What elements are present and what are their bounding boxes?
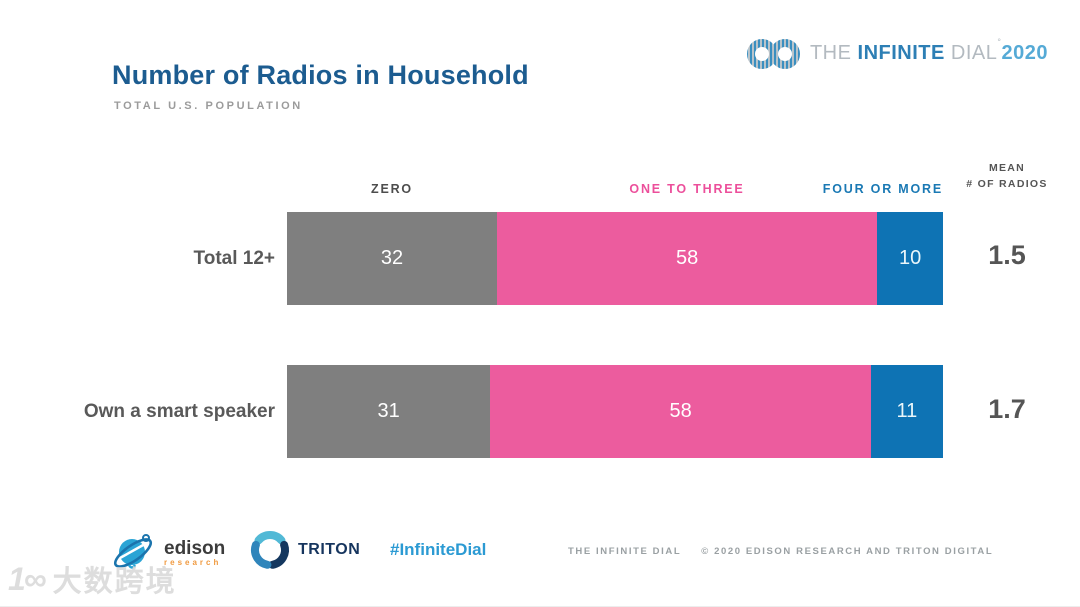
- watermark: 1∞ 大数跨境: [8, 558, 177, 600]
- bar-segment-one-to-three: 58: [496, 212, 878, 305]
- hashtag-infinitedial: #InfiniteDial: [390, 540, 487, 559]
- page-subtitle: TOTAL U.S. POPULATION: [114, 100, 303, 112]
- infinity-icon: [746, 39, 800, 69]
- credit-left: THE INFINITE DIAL: [568, 546, 682, 557]
- edison-research-logo: edison research: [108, 528, 225, 578]
- edison-sub: research: [164, 557, 222, 567]
- edison-orbit-icon: [113, 534, 153, 569]
- category-label-smart-speaker: Own a smart speaker: [83, 401, 275, 422]
- watermark-text: 大数跨境: [52, 566, 177, 598]
- edison-wordmark: edison research: [164, 537, 226, 567]
- bar-segment-four-or-more: 10: [877, 212, 943, 305]
- bar-smart-speaker: 31 58 11: [287, 365, 943, 458]
- mean-column-header: MEAN # OF RADIOS: [953, 160, 1061, 192]
- bar-segment-zero: 31: [287, 365, 491, 458]
- brand-trademark: °: [997, 37, 1002, 47]
- bar-total-12plus: 32 58 10: [287, 212, 943, 305]
- infinite-dial-logo: THE INFINITE DIAL ° 2020: [746, 33, 1048, 73]
- footer: edison research TRITON #InfiniteDial THE…: [0, 524, 1080, 584]
- brand-the: THE: [809, 41, 858, 64]
- credit-right: © 2020 EDISON RESEARCH AND TRITON DIGITA…: [701, 546, 994, 557]
- mean-value-total-12plus: 1.5: [988, 240, 1026, 270]
- triton-digital-logo: TRITON: [248, 528, 360, 572]
- mean-header-line1: MEAN: [988, 162, 1026, 174]
- legend-zero: ZERO: [371, 182, 413, 196]
- brand-dial: DIAL: [944, 41, 998, 64]
- legend-one-to-three: ONE TO THREE: [629, 182, 745, 196]
- brand-year: 2020: [1001, 41, 1048, 64]
- bar-segment-zero: 32: [287, 212, 497, 305]
- legend-four-or-more: FOUR OR MORE: [822, 182, 943, 196]
- bar-segment-four-or-more: 11: [870, 365, 943, 458]
- watermark-100-icon: 1∞: [8, 560, 47, 597]
- category-label-total-12plus: Total 12+: [193, 248, 275, 269]
- triton-ring-icon: [251, 531, 289, 569]
- edison-name: edison: [164, 537, 226, 559]
- bar-segment-one-to-three: 58: [490, 365, 871, 458]
- mean-header-line2: # OF RADIOS: [966, 178, 1048, 190]
- triton-name: TRITON: [298, 541, 361, 558]
- brand-infinite: INFINITE: [857, 41, 945, 64]
- credits-line: THE INFINITE DIAL © 2020 EDISON RESEARCH…: [568, 546, 993, 557]
- mean-value-smart-speaker: 1.7: [988, 394, 1026, 424]
- page-title: Number of Radios in Household: [112, 60, 529, 90]
